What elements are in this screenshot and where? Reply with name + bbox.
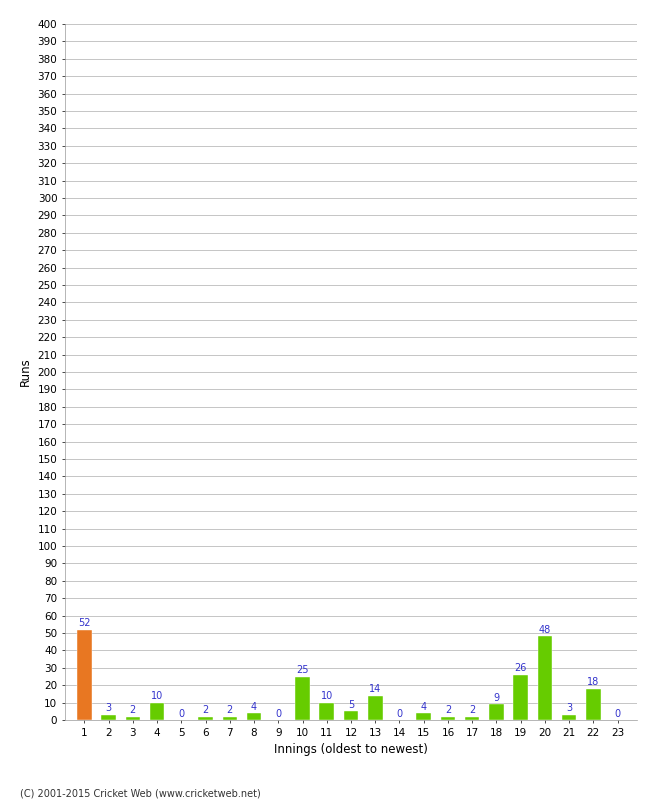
Text: 18: 18: [587, 678, 599, 687]
Bar: [222, 717, 237, 720]
Text: 9: 9: [493, 693, 499, 703]
Bar: [198, 717, 213, 720]
Bar: [441, 717, 455, 720]
Text: 0: 0: [396, 709, 402, 718]
Bar: [344, 711, 358, 720]
Bar: [125, 717, 140, 720]
Text: 0: 0: [275, 709, 281, 718]
Bar: [150, 702, 164, 720]
Text: 2: 2: [227, 705, 233, 715]
Text: 52: 52: [78, 618, 90, 628]
Text: 0: 0: [178, 709, 185, 718]
Text: 3: 3: [105, 703, 112, 714]
Bar: [562, 714, 577, 720]
Text: 25: 25: [296, 665, 309, 675]
Text: 10: 10: [320, 691, 333, 702]
Text: 5: 5: [348, 700, 354, 710]
Bar: [514, 674, 528, 720]
Bar: [247, 713, 261, 720]
Bar: [101, 714, 116, 720]
Bar: [77, 630, 92, 720]
Bar: [417, 713, 431, 720]
Bar: [489, 704, 504, 720]
Text: 0: 0: [614, 709, 621, 718]
Text: 26: 26: [514, 663, 527, 674]
Text: 48: 48: [539, 625, 551, 635]
Text: 2: 2: [130, 705, 136, 715]
Bar: [295, 677, 310, 720]
Bar: [586, 689, 601, 720]
Bar: [538, 637, 552, 720]
Text: 2: 2: [469, 705, 475, 715]
Text: 2: 2: [202, 705, 209, 715]
Text: 10: 10: [151, 691, 163, 702]
Text: 4: 4: [251, 702, 257, 712]
Bar: [465, 717, 480, 720]
Text: 4: 4: [421, 702, 427, 712]
Text: 3: 3: [566, 703, 572, 714]
Bar: [320, 702, 334, 720]
Bar: [368, 696, 382, 720]
Text: 14: 14: [369, 684, 382, 694]
Text: 2: 2: [445, 705, 451, 715]
X-axis label: Innings (oldest to newest): Innings (oldest to newest): [274, 743, 428, 756]
Y-axis label: Runs: Runs: [19, 358, 32, 386]
Text: (C) 2001-2015 Cricket Web (www.cricketweb.net): (C) 2001-2015 Cricket Web (www.cricketwe…: [20, 788, 260, 798]
